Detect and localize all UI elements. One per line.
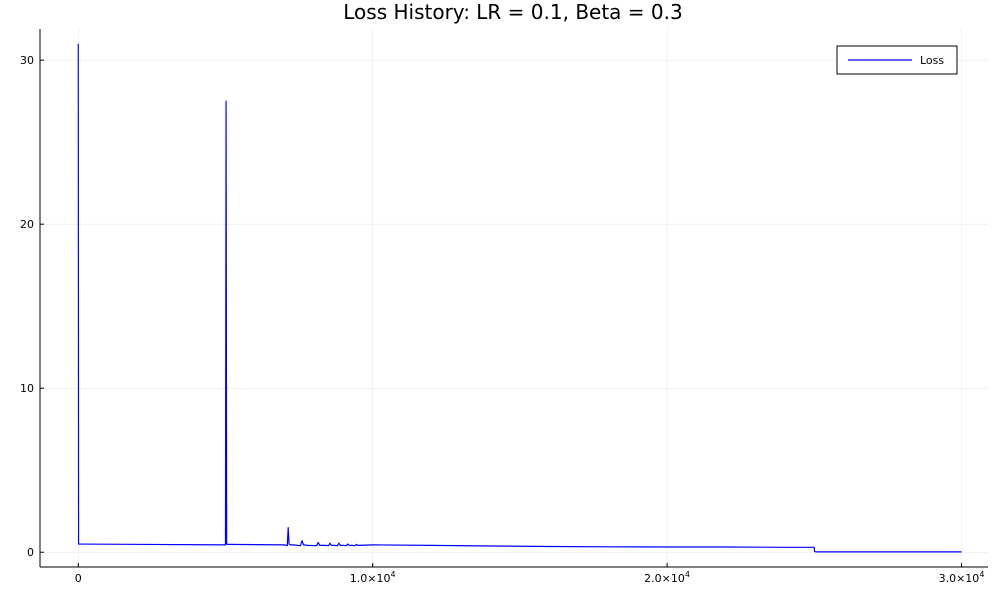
- y-tick-labels: 0 10 20 30: [20, 54, 34, 559]
- chart-title: Loss History: LR = 0.1, Beta = 0.3: [343, 0, 682, 24]
- x-tick-labels: 0 1.0×104 2.0×104 3.0×104: [75, 570, 985, 585]
- grid: [40, 29, 988, 567]
- x-tick-label-2: 2.0×104: [644, 570, 690, 585]
- x-tick-label-3: 3.0×104: [939, 570, 985, 585]
- x-tick-label-1: 1.0×104: [350, 570, 396, 585]
- y-tick-label-1: 10: [20, 382, 34, 395]
- y-tick-label-3: 30: [20, 54, 34, 67]
- legend: Loss: [836, 45, 958, 75]
- series-line-loss: [77, 43, 962, 553]
- y-tick-label-2: 20: [20, 218, 34, 231]
- series: [77, 43, 962, 553]
- y-tick-label-0: 0: [27, 546, 34, 559]
- legend-label-loss: Loss: [920, 54, 944, 67]
- x-tick-label-0: 0: [75, 572, 82, 585]
- axes: [39, 29, 988, 568]
